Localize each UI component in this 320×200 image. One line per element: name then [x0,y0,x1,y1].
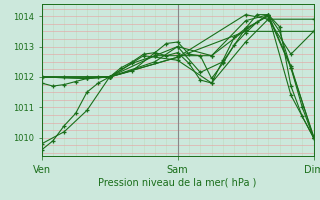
X-axis label: Pression niveau de la mer( hPa ): Pression niveau de la mer( hPa ) [99,178,257,188]
